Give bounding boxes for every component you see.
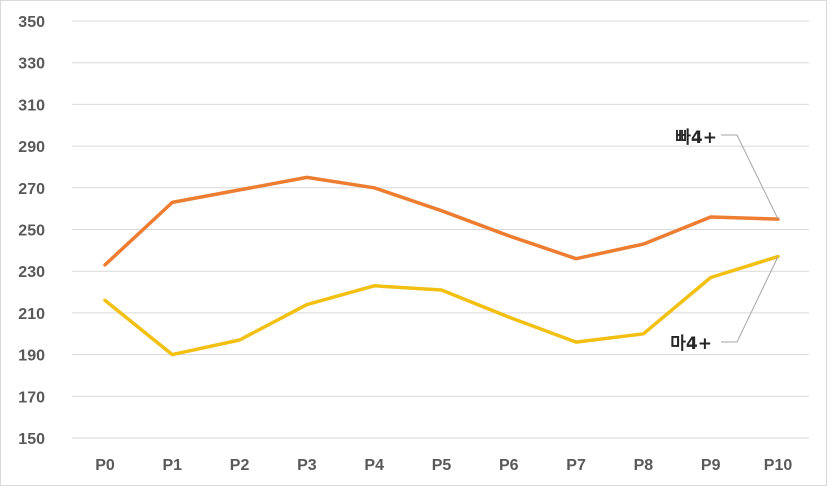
y-tick-label: 310 xyxy=(18,97,45,114)
data-point xyxy=(507,234,511,238)
x-tick-label: P5 xyxy=(432,457,452,474)
gridlines xyxy=(72,20,809,439)
label-leader-line xyxy=(721,256,779,343)
data-point xyxy=(709,215,713,219)
x-tick-label: P4 xyxy=(364,457,384,474)
data-point xyxy=(305,175,309,179)
series-lines xyxy=(103,175,780,357)
y-tick-label: 350 xyxy=(18,14,45,31)
x-tick-label: P9 xyxy=(701,457,721,474)
data-point xyxy=(507,315,511,319)
data-point xyxy=(238,188,242,192)
y-tick-label: 170 xyxy=(18,389,45,406)
x-tick-label: P7 xyxy=(566,457,586,474)
series-line-1 xyxy=(103,175,780,267)
data-point xyxy=(440,288,444,292)
y-tick-label: 330 xyxy=(18,56,45,73)
data-point xyxy=(574,257,578,261)
x-tick-label: P0 xyxy=(95,457,115,474)
series-line-2 xyxy=(103,254,780,357)
series-labels: 빠4+ 마4+ xyxy=(670,128,779,354)
x-tick-label: P10 xyxy=(764,457,793,474)
y-axis-tick-labels: 150 170 190 210 230 250 270 290 310 330 350 xyxy=(18,14,45,448)
y-tick-label: 290 xyxy=(18,139,45,156)
data-point xyxy=(305,303,309,307)
data-point xyxy=(641,242,645,246)
data-point xyxy=(440,209,444,213)
data-point xyxy=(372,186,376,190)
x-tick-label: P3 xyxy=(297,457,317,474)
label-leader-line xyxy=(721,134,779,220)
data-point xyxy=(372,284,376,288)
x-tick-label: P8 xyxy=(634,457,654,474)
x-tick-label: P1 xyxy=(163,457,183,474)
x-tick-label: P2 xyxy=(230,457,250,474)
data-point xyxy=(103,298,107,302)
data-point xyxy=(103,263,107,267)
data-point xyxy=(776,255,780,259)
y-tick-label: 230 xyxy=(18,264,45,281)
data-point xyxy=(574,340,578,344)
y-tick-label: 190 xyxy=(18,348,45,365)
y-tick-label: 250 xyxy=(18,223,45,240)
data-point xyxy=(238,338,242,342)
data-point xyxy=(170,353,174,357)
x-axis-tick-labels: P0 P1 P2 P3 P4 P5 P6 P7 P8 P9 P10 xyxy=(95,457,792,474)
y-tick-label: 270 xyxy=(18,181,45,198)
series-label-1: 빠4+ xyxy=(675,128,717,148)
y-tick-label: 150 xyxy=(18,431,45,448)
series-label-2: 마4+ xyxy=(670,334,712,354)
data-point xyxy=(709,275,713,279)
data-point xyxy=(641,332,645,336)
y-tick-label: 210 xyxy=(18,306,45,323)
x-tick-label: P6 xyxy=(499,457,519,474)
data-point xyxy=(170,200,174,204)
